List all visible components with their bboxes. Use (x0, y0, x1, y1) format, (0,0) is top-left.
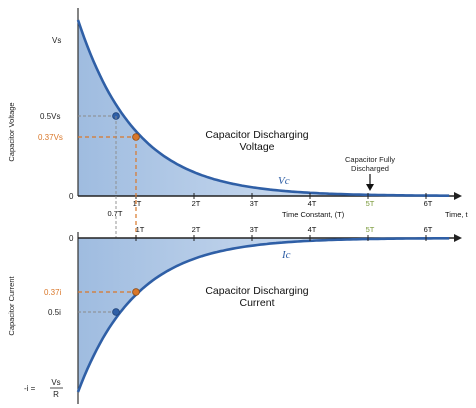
voltage-tick-1t: 1T (133, 199, 142, 208)
current-title-line2: Current (239, 297, 274, 309)
half-current-label: 0.5i (48, 308, 61, 317)
current-tick-5t: 5T (366, 225, 375, 234)
time-axis-label: Time, t (445, 210, 469, 219)
tau-current-label: 0.37i (44, 288, 62, 297)
voltage-tick-4t: 4T (308, 199, 317, 208)
initial-current-prefix: -i = (24, 384, 36, 393)
voltage-tick-2t: 2T (192, 199, 201, 208)
current-zero-label: 0 (69, 234, 74, 243)
current-tick-3t: 3T (250, 225, 259, 234)
current-area-fill (78, 238, 450, 392)
current-panel: 1T 2T 3T 4T 5T 6T Capacitor Current 0 0.… (7, 225, 462, 404)
voltage-tick-5t: 5T (366, 199, 375, 208)
initial-current-denominator: R (53, 390, 59, 399)
voltage-zero-label: 0 (69, 192, 74, 201)
voltage-x-axis-arrow (454, 192, 462, 200)
time-constant-axis-label: Time Constant, (T) (282, 210, 345, 219)
fully-discharged-arrowhead (366, 184, 374, 191)
current-tick-1t: 1T (136, 225, 145, 234)
vs-label: Vs (52, 36, 61, 45)
current-x-ticks (135, 235, 427, 241)
half-voltage-label: 0.5Vs (40, 112, 60, 121)
fully-discharged-note-line2: Discharged (351, 164, 389, 173)
current-axis-title: Capacitor Current (7, 275, 16, 335)
current-tick-2t: 2T (192, 225, 201, 234)
voltage-area-fill (78, 20, 450, 196)
current-tick-6t: 6T (424, 225, 433, 234)
voltage-tick-3t: 3T (250, 199, 259, 208)
voltage-axis-title: Capacitor Voltage (7, 102, 16, 161)
current-tick-4t: 4T (308, 225, 317, 234)
voltage-title-line2: Voltage (239, 141, 274, 153)
vc-label: Vc (278, 175, 290, 187)
voltage-curve (76, 19, 450, 197)
fully-discharged-note-line1: Capacitor Fully (345, 155, 395, 164)
current-x-axis-arrow (454, 234, 462, 242)
voltage-panel: Capacitor Voltage Vs 0.5Vs 0.37Vs 0 1T 2… (7, 8, 469, 219)
tau-voltage-label: 0.37Vs (38, 133, 63, 142)
current-curve (76, 237, 450, 393)
voltage-tick-6t: 6T (424, 199, 433, 208)
tau-current-marker (132, 288, 140, 296)
ic-label: Ic (281, 249, 291, 261)
half-current-marker (112, 308, 120, 316)
initial-current-numerator: Vs (51, 378, 60, 387)
voltage-title-line1: Capacitor Discharging (205, 129, 308, 141)
voltage-x-ticks (135, 193, 427, 199)
half-time-label: 0.7T (107, 209, 122, 218)
current-title-line1: Capacitor Discharging (205, 285, 308, 297)
